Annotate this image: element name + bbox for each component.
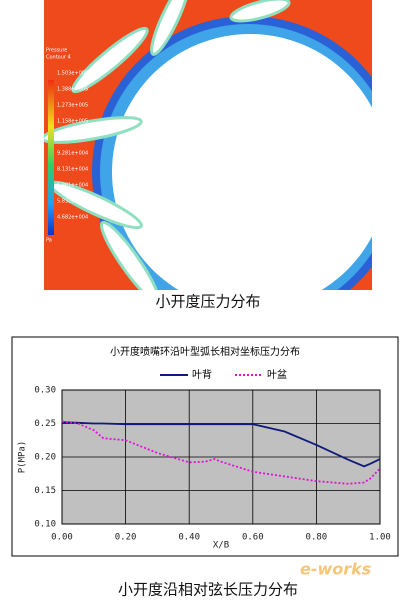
contour-plot: Pressure Contour 4 Pa 1.503e+005 1.388e+0… (44, 0, 372, 290)
x-tick-label: 0.00 (51, 533, 73, 543)
series-line (61, 420, 381, 485)
legend-level: 1.503e+005 (57, 71, 88, 77)
legend-title: Pressure (46, 48, 67, 54)
x-tick-label: 0.40 (178, 533, 200, 543)
x-tick-label: 0.80 (306, 533, 328, 543)
legend-level: 8.131e+004 (57, 167, 88, 173)
x-tick-label: 0.20 (115, 533, 137, 543)
x-tick-label: 1.00 (369, 533, 391, 543)
x-axis-label: X/B (213, 541, 229, 551)
legend-label: 叶盆 (267, 368, 287, 381)
legend-level: 6.981e+004 (57, 183, 88, 189)
caption: 小开度沿相对弦长压力分布 (118, 581, 298, 599)
y-tick-label: 0.30 (34, 386, 56, 396)
legend-level: 1.388e+005 (57, 87, 88, 93)
legend-level: 4.682e+004 (57, 215, 88, 221)
legend-level: 1.043e+005 (57, 135, 88, 141)
legend-subtitle: Contour 4 (46, 55, 71, 61)
legend-unit: Pa (46, 238, 52, 244)
legend-level: 9.281e+004 (57, 151, 88, 157)
x-tick-label: 0.60 (242, 533, 264, 543)
chart-title: 小开度喷嘴环沿叶型弧长相对坐标压力分布 (110, 345, 300, 358)
y-tick-label: 0.10 (34, 520, 56, 530)
y-tick-label: 0.15 (34, 486, 56, 496)
legend-level: 5.832e+004 (57, 199, 88, 205)
caption: 小开度压力分布 (155, 293, 260, 311)
y-tick-label: 0.20 (34, 453, 56, 463)
legend-level: 1.273e+005 (57, 103, 88, 109)
legend-level: 1.158e+005 (57, 119, 88, 125)
legend-label: 叶背 (192, 368, 212, 381)
series-line (61, 421, 381, 468)
y-tick-label: 0.25 (34, 419, 56, 429)
watermark: e-works (300, 560, 371, 579)
y-axis-label: P(MPa) (18, 441, 28, 474)
